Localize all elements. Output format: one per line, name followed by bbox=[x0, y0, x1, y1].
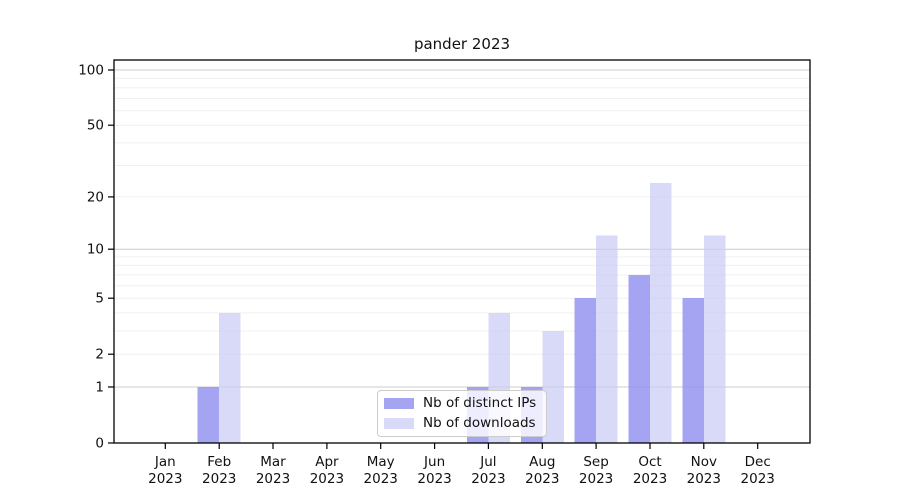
x-tick-label-month-nov: Nov bbox=[691, 454, 717, 470]
x-tick-label-year-feb: 2023 bbox=[202, 471, 236, 487]
bar-distinct-ips-sep bbox=[574, 298, 597, 443]
x-tick-label-year-jan: 2023 bbox=[148, 471, 182, 487]
bar-downloads-sep bbox=[596, 235, 618, 443]
y-tick-label-1: 1 bbox=[95, 380, 104, 396]
legend-swatch-distinct-ips bbox=[384, 398, 414, 410]
x-tick-label-month-jul: Jul bbox=[479, 454, 496, 470]
legend-item-distinct-ips: Nb of distinct IPs bbox=[384, 394, 537, 412]
x-tick-label-month-sep: Sep bbox=[583, 454, 608, 470]
gridlines bbox=[114, 69, 810, 388]
legend-label-distinct-ips: Nb of distinct IPs bbox=[423, 394, 537, 411]
x-axis: Jan2023Feb2023Mar2023Apr2023May2023Jun20… bbox=[148, 443, 775, 487]
x-tick-label-month-jun: Jun bbox=[423, 454, 445, 470]
x-tick-label-month-jan: Jan bbox=[154, 454, 176, 470]
x-tick-label-year-apr: 2023 bbox=[310, 471, 344, 487]
x-tick-label-year-oct: 2023 bbox=[633, 471, 667, 487]
x-tick-label-year-nov: 2023 bbox=[687, 471, 721, 487]
legend: Nb of distinct IPs Nb of downloads bbox=[377, 390, 548, 437]
plot-frame bbox=[113, 59, 811, 444]
x-tick-label-month-dec: Dec bbox=[745, 454, 771, 470]
x-tick-label-month-may: May bbox=[367, 454, 395, 470]
bar-downloads-aug bbox=[542, 331, 564, 443]
bar-distinct-ips-nov bbox=[682, 298, 704, 443]
x-tick-label-month-apr: Apr bbox=[315, 454, 339, 470]
x-tick-label-year-aug: 2023 bbox=[525, 471, 559, 487]
x-tick-label-month-aug: Aug bbox=[529, 454, 555, 470]
bar-distinct-ips-feb bbox=[197, 387, 220, 443]
y-tick-label-20: 20 bbox=[87, 189, 104, 205]
y-axis: 0 1 2 5 10 20 50 100 bbox=[78, 63, 114, 452]
x-tick-label-month-mar: Mar bbox=[260, 454, 286, 470]
x-tick-label-year-may: 2023 bbox=[364, 471, 398, 487]
y-tick-label-2: 2 bbox=[95, 347, 104, 363]
bar-downloads-feb bbox=[219, 312, 241, 443]
bar-distinct-ips-oct bbox=[628, 274, 650, 443]
x-tick-label-year-mar: 2023 bbox=[256, 471, 290, 487]
x-tick-label-year-jul: 2023 bbox=[471, 471, 505, 487]
bar-downloads-nov bbox=[703, 235, 726, 443]
bar-downloads-oct bbox=[650, 182, 672, 444]
y-tick-label-5: 5 bbox=[95, 291, 104, 307]
x-tick-label-year-dec: 2023 bbox=[741, 471, 775, 487]
legend-label-downloads: Nb of downloads bbox=[423, 414, 536, 431]
y-tick-label-100: 100 bbox=[78, 63, 104, 79]
x-tick-label-month-feb: Feb bbox=[207, 454, 231, 470]
chart-title: pander 2023 bbox=[414, 35, 510, 53]
y-tick-label-10: 10 bbox=[87, 242, 104, 258]
x-tick-label-month-oct: Oct bbox=[638, 454, 661, 470]
y-tick-label-50: 50 bbox=[87, 118, 104, 134]
legend-item-downloads: Nb of downloads bbox=[384, 414, 536, 432]
x-tick-label-year-sep: 2023 bbox=[579, 471, 613, 487]
legend-swatch-downloads bbox=[384, 417, 414, 429]
x-tick-label-year-jun: 2023 bbox=[417, 471, 451, 487]
y-tick-label-0: 0 bbox=[95, 436, 104, 452]
